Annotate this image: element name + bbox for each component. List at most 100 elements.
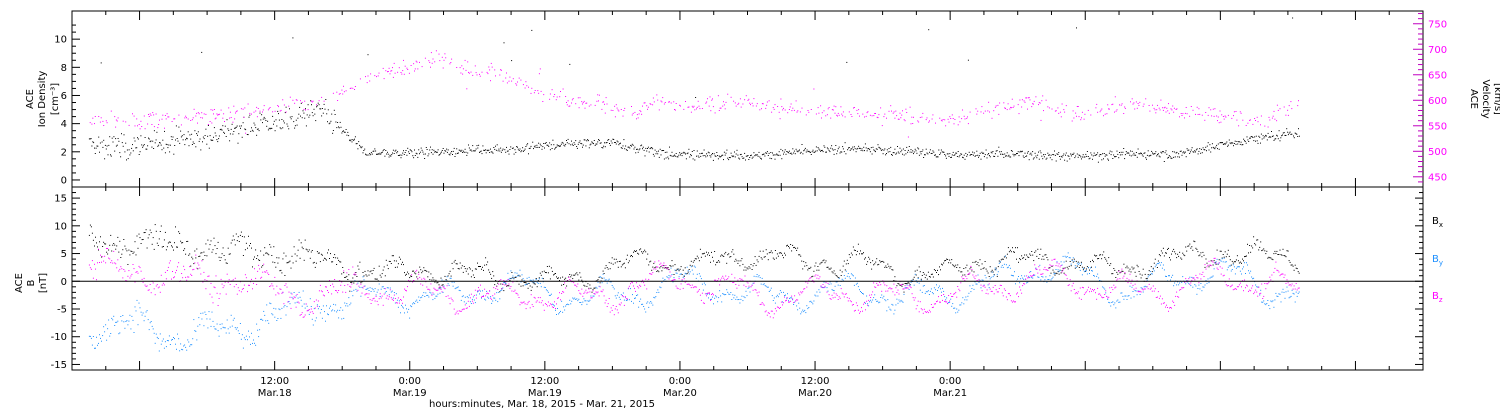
by-point	[197, 325, 199, 327]
density-point	[297, 117, 299, 119]
density-point	[732, 156, 734, 158]
bz-point	[185, 276, 187, 278]
density-point	[1157, 153, 1159, 155]
bx-point	[238, 241, 240, 242]
by-point	[162, 338, 164, 340]
bx-point	[1258, 249, 1260, 251]
bx-point	[290, 267, 292, 269]
by-point	[531, 281, 533, 283]
bx-point	[137, 247, 139, 249]
bx-point	[1028, 257, 1030, 258]
by-point	[1252, 278, 1254, 280]
density-point	[559, 146, 561, 147]
bx-point	[693, 260, 695, 262]
velocity-point	[141, 126, 143, 127]
bx-point	[95, 236, 96, 238]
by-point	[675, 272, 677, 274]
bz-point	[403, 296, 404, 298]
by-point	[611, 285, 613, 286]
by-point	[229, 326, 231, 328]
density-point	[380, 153, 382, 155]
bx-point	[1065, 260, 1067, 262]
velocity-point	[917, 120, 919, 122]
density-point	[444, 150, 446, 152]
bx-point	[1064, 267, 1066, 269]
density-point	[1170, 157, 1172, 159]
density-point	[701, 152, 703, 154]
velocity-point	[209, 121, 211, 122]
by-point	[794, 301, 796, 303]
by-point	[925, 291, 927, 293]
density-point	[232, 133, 234, 135]
bx-point	[553, 274, 554, 276]
bx-point	[612, 263, 614, 265]
density-point	[252, 130, 254, 132]
bz-point	[396, 302, 398, 304]
density-point	[654, 149, 656, 151]
bx-point	[302, 248, 304, 250]
by-point	[716, 296, 718, 298]
velocity-point	[876, 116, 878, 118]
bz-point	[253, 282, 254, 284]
velocity-point	[518, 77, 520, 79]
density-point	[449, 154, 451, 156]
by-point	[222, 326, 224, 328]
bz-point	[162, 282, 164, 284]
density-point	[1178, 153, 1180, 155]
density-point	[180, 130, 182, 132]
bz-point	[269, 286, 271, 287]
density-point	[748, 159, 750, 160]
by-point	[257, 329, 259, 331]
by-point	[204, 311, 206, 313]
bx-point	[1146, 277, 1148, 279]
bx-point	[827, 266, 829, 268]
by-point	[784, 295, 785, 297]
density-point	[1082, 154, 1084, 156]
bx-point	[219, 260, 221, 261]
by-point	[1260, 289, 1262, 291]
velocity-point	[894, 117, 896, 119]
density-point	[1005, 155, 1006, 157]
bx-point	[946, 258, 948, 260]
density-point	[220, 128, 222, 130]
by-point	[321, 317, 323, 319]
velocity-point	[945, 125, 947, 127]
by-point	[1085, 270, 1087, 272]
bx-point	[1000, 259, 1002, 261]
bx-point	[92, 239, 94, 241]
by-point	[587, 300, 589, 302]
bx-point	[619, 260, 621, 262]
density-point	[570, 144, 572, 146]
bz-point	[398, 302, 400, 304]
by-point	[436, 295, 438, 297]
bz-point	[99, 262, 100, 263]
bx-point	[254, 256, 255, 258]
by-point	[966, 299, 968, 301]
density-point	[642, 146, 644, 148]
bz-point	[431, 294, 433, 296]
velocity-point	[790, 103, 792, 105]
density-point	[149, 141, 151, 143]
bx-point	[189, 253, 191, 255]
density-point	[1043, 154, 1044, 156]
bx-point	[409, 277, 411, 279]
by-point	[210, 325, 212, 327]
bx-point	[847, 263, 849, 265]
density-point	[136, 147, 138, 149]
velocity-point	[125, 121, 127, 123]
by-point	[633, 302, 634, 304]
bx-point	[1296, 268, 1298, 270]
bz-point	[90, 268, 92, 270]
density-point	[566, 140, 567, 141]
velocity-point	[549, 93, 551, 95]
density-point	[164, 130, 165, 132]
density-point	[1204, 149, 1206, 151]
bx-point	[112, 244, 114, 246]
by-point	[507, 272, 509, 274]
bx-point	[1071, 259, 1073, 261]
velocity-point	[1047, 106, 1049, 108]
by-point	[1289, 296, 1291, 298]
bx-point	[344, 277, 346, 278]
density-point	[346, 134, 348, 136]
velocity-point	[526, 85, 528, 87]
